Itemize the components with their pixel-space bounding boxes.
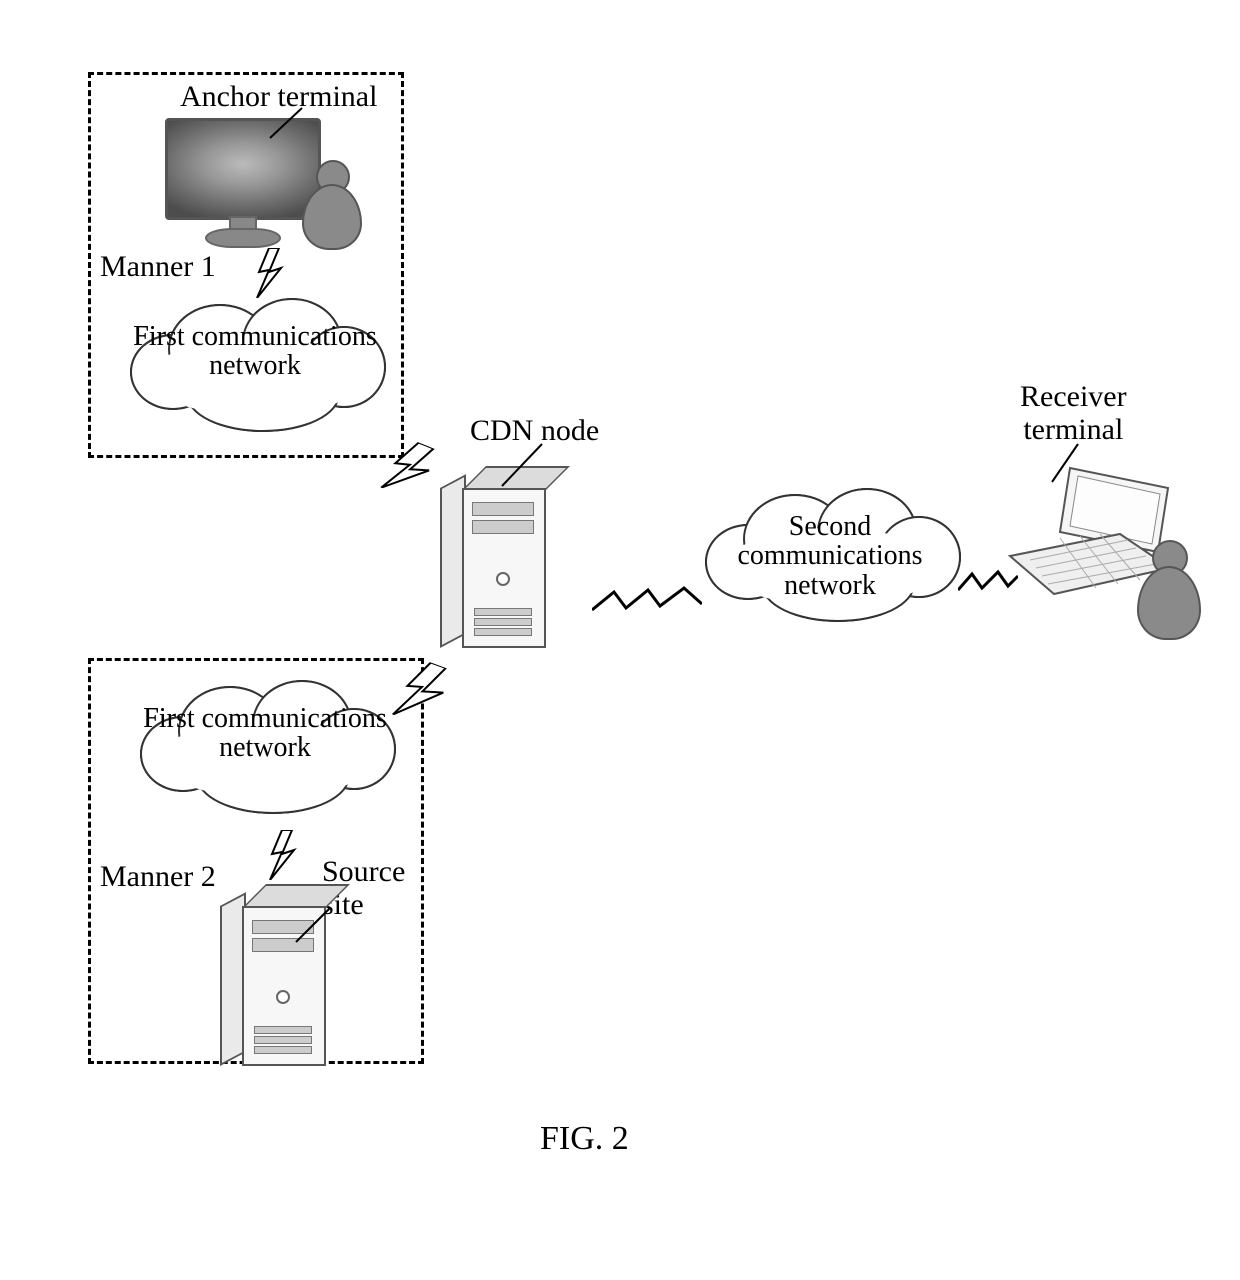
receiver-person-icon xyxy=(1135,540,1200,640)
edge-cdn-secondnet xyxy=(592,584,702,618)
edge-source-firstnet2 xyxy=(268,830,298,880)
first-network-top-label: First communications network xyxy=(130,322,380,381)
cdn-node-label: CDN node xyxy=(470,414,599,447)
manner1-label: Manner 1 xyxy=(100,250,216,283)
first-network-bottom-icon: First communications network xyxy=(140,680,390,815)
edge-secondnet-receiver xyxy=(958,568,1018,598)
anchor-terminal-label: Anchor terminal xyxy=(180,80,377,113)
second-network-label: Second communications network xyxy=(705,512,955,600)
manner2-label: Manner 2 xyxy=(100,860,216,893)
figure-stage: Manner 1 Manner 2 Anchor terminal First … xyxy=(0,0,1240,1280)
receiver-terminal-label: Receiver terminal xyxy=(1020,380,1127,446)
anchor-person-icon xyxy=(300,160,360,250)
first-network-top-icon: First communications network xyxy=(130,298,380,433)
figure-caption: FIG. 2 xyxy=(540,1120,629,1158)
source-site-icon xyxy=(220,880,340,1070)
first-network-bottom-label: First communications network xyxy=(140,704,390,763)
second-network-icon: Second communications network xyxy=(705,488,955,623)
edge-anchor-firstnet xyxy=(255,248,285,298)
cdn-node-icon xyxy=(440,462,560,652)
